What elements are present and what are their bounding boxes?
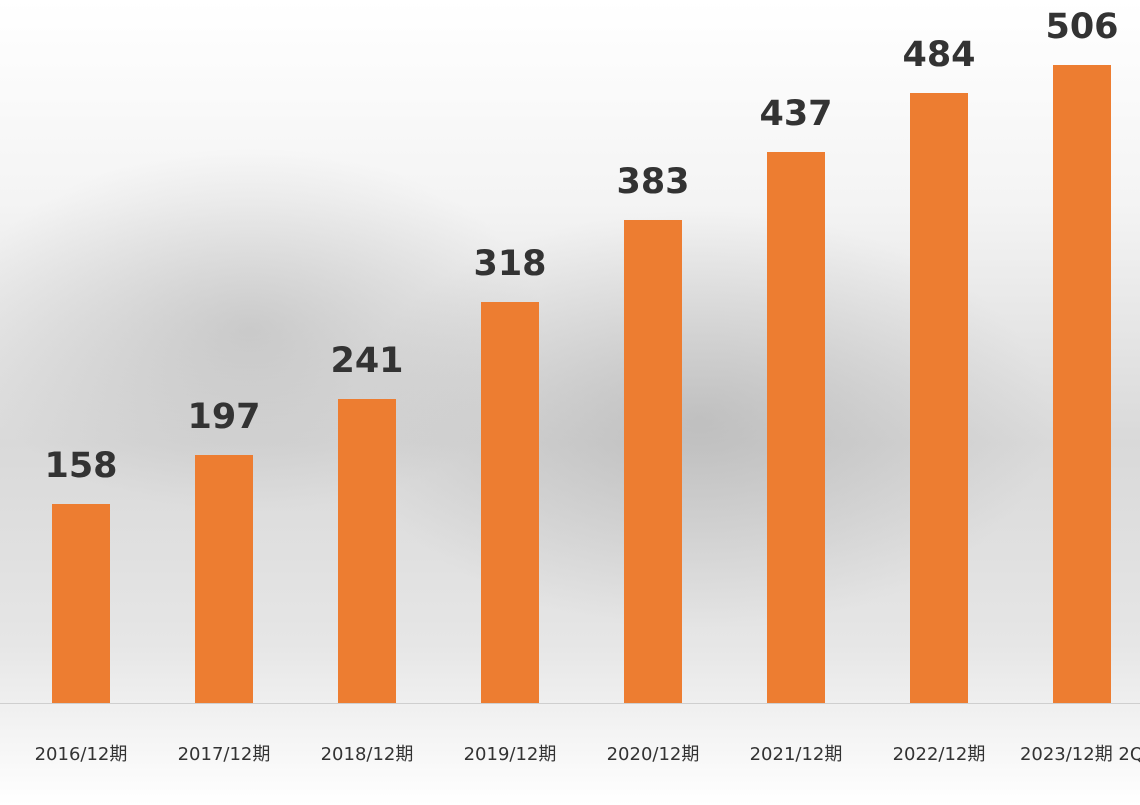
value-label: 318 [440,244,580,284]
bar [338,399,396,703]
x-tick-label: 2021/12期 [725,733,868,777]
x-tick-label: 2023/12期 2Q [1011,733,1140,777]
bar [910,93,968,703]
x-tick-label: 2022/12期 [868,733,1011,777]
bar [767,152,825,703]
x-tick-label: 2017/12期 [153,733,296,777]
x-tick-label: 2018/12期 [296,733,439,777]
value-label: 484 [869,35,1009,75]
value-label: 197 [154,397,294,437]
bar [481,302,539,703]
x-tick-label: 2019/12期 [439,733,582,777]
bar [624,220,682,703]
value-label: 241 [297,341,437,381]
value-label: 437 [726,94,866,134]
chart: 158 2016/12期 197 2017/12期 241 2018/12期 318 2019… [0,0,1140,805]
bar [52,504,110,703]
value-label: 506 [1012,7,1140,47]
bar [1053,65,1111,703]
value-label: 158 [11,446,151,486]
bar [195,455,253,703]
x-tick-label: 2020/12期 [582,733,725,777]
baseline [0,703,1140,704]
x-tick-label: 2016/12期 [10,733,153,777]
value-label: 383 [583,162,723,202]
